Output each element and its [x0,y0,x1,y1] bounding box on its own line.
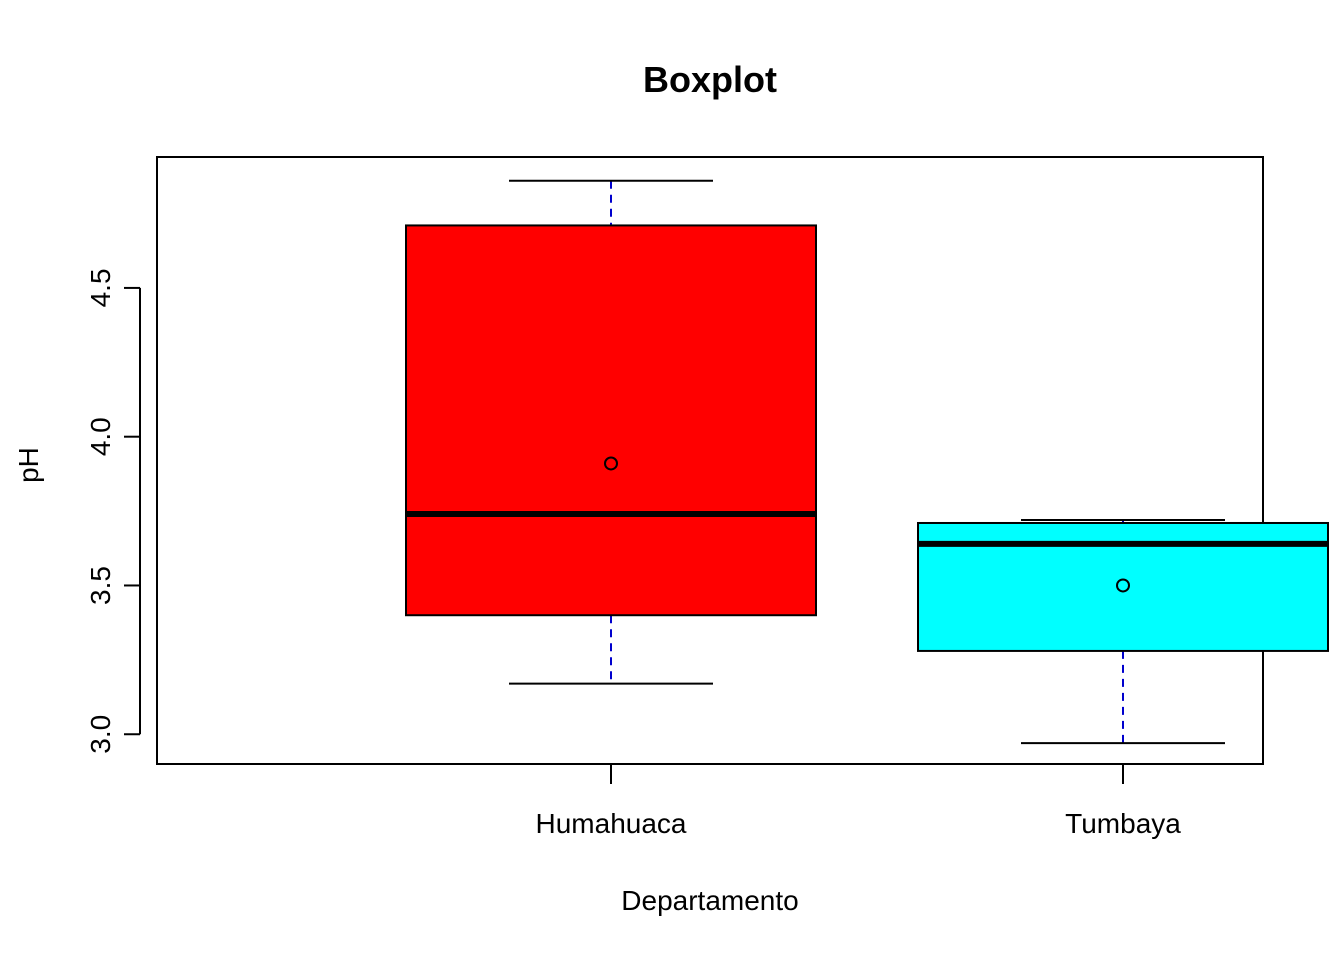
x-axis-label: Departamento [621,885,798,916]
box-iqr [405,224,817,617]
y-tick-label: 3.0 [85,715,116,754]
x-tick-label: Tumbaya [1065,808,1181,839]
boxes [405,179,1329,745]
x-tick-label: Humahuaca [536,808,687,839]
y-axis: 3.0 3.5 4.0 4.5 [85,268,141,754]
y-tick-label: 3.5 [85,566,116,605]
chart-title: Boxplot [643,59,777,100]
y-tick-label: 4.5 [85,268,116,307]
plot-frame [156,156,1264,765]
box-tumbaya [917,519,1329,745]
mean-point [604,456,618,471]
y-axis-label: pH [13,447,44,483]
mean-point [1116,578,1130,593]
box-humahuaca [405,179,817,685]
x-axis: Humahuaca Tumbaya [536,764,1181,839]
y-tick-label: 4.0 [85,417,116,456]
